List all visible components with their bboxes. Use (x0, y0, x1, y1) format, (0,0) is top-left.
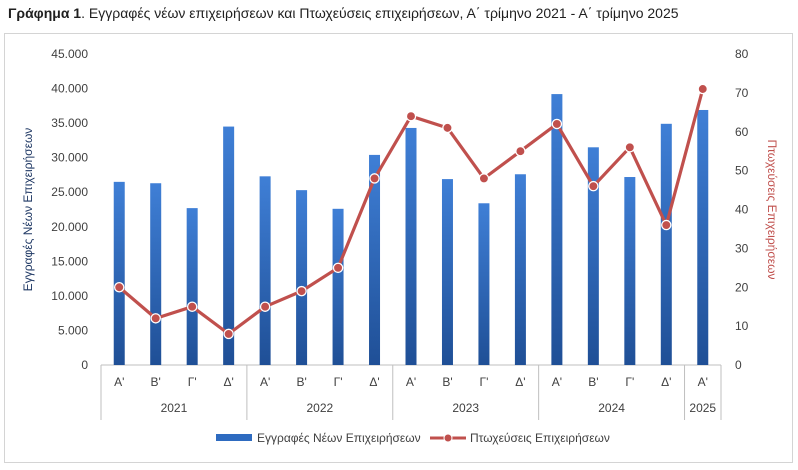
x-tick-label: Γ' (334, 375, 343, 389)
x-tick-label: Α' (114, 375, 124, 389)
y-right-axis-title: Πτωχεύσεις Επιχειρήσεων (765, 140, 779, 280)
figure-title-prefix: Γράφημα 1 (8, 5, 82, 21)
legend-label-bars: Εγγραφές Νέων Επιχειρήσεων (257, 431, 421, 445)
y-right-tick-label: 10 (735, 319, 749, 333)
figure-title: Γράφημα 1. Εγγραφές νέων επιχειρήσεων κα… (8, 5, 679, 21)
bar (514, 174, 526, 365)
bar (441, 179, 453, 365)
x-tick-label: Α' (552, 375, 562, 389)
y-left-axis-title: Εγγραφές Νέων Επιχειρήσεων (21, 128, 35, 292)
y-right-tick-label: 60 (735, 125, 749, 139)
chart-frame (4, 33, 793, 463)
line-point (697, 83, 709, 95)
figure-title-text: . Εγγραφές νέων επιχειρήσεων και Πτωχεύσ… (81, 5, 679, 21)
axes-layer: 0 5.000 10.000 15.000 20.000 25.000 30.000 35.0… (21, 47, 779, 420)
bars-layer (113, 94, 709, 366)
y-right-tick-label: 50 (735, 164, 749, 178)
y-left-tick-label: 10.000 (51, 289, 88, 303)
bar (405, 127, 417, 366)
line-point (223, 328, 234, 340)
x-group-label: 2025 (689, 401, 716, 415)
y-left-tick-label: 5.000 (58, 323, 88, 337)
line-point (113, 281, 125, 293)
bar (296, 190, 308, 365)
line-point (588, 180, 599, 192)
line-point (405, 110, 417, 122)
bar (369, 154, 381, 365)
x-tick-label: Δ' (223, 375, 233, 389)
bar (113, 181, 125, 365)
bar (186, 208, 198, 365)
legend: Εγγραφές Νέων Επιχειρήσεων Πτωχεύσεις Επι… (216, 431, 610, 445)
bar (551, 94, 563, 365)
x-tick-label: Β' (296, 375, 306, 389)
y-right-tick-label: 70 (735, 86, 749, 100)
x-tick-label: Δ' (515, 375, 525, 389)
bar (223, 126, 235, 365)
x-tick-label: Γ' (188, 375, 197, 389)
line-point (296, 285, 307, 297)
x-group-label: 2021 (161, 401, 188, 415)
x-tick-label: Β' (442, 375, 452, 389)
x-tick-label: Β' (151, 375, 161, 389)
x-tick-label: Α' (698, 375, 708, 389)
bar (624, 177, 636, 365)
line-point (186, 301, 198, 312)
line-layer (113, 83, 709, 340)
x-group-label: 2024 (598, 401, 625, 415)
x-tick-label: Α' (406, 375, 416, 389)
y-left-tick-label: 20.000 (51, 220, 88, 234)
line-point (515, 145, 526, 157)
y-right-tick-label: 40 (735, 203, 749, 217)
line-point (442, 122, 453, 134)
x-tick-label: Δ' (661, 375, 671, 389)
y-left-tick-label: 30.000 (51, 151, 88, 165)
x-tick-label: Γ' (479, 375, 488, 389)
bar (150, 183, 162, 365)
y-left-tick-label: 15.000 (51, 254, 88, 268)
legend-swatch-bars (216, 434, 252, 441)
y-right-tick-label: 30 (735, 241, 749, 255)
bar (660, 123, 672, 366)
y-right-tick-label: 80 (735, 47, 749, 61)
y-right-tick-label: 20 (735, 280, 749, 294)
bar (259, 176, 271, 365)
bar (478, 203, 490, 365)
x-group-label: 2022 (306, 401, 333, 415)
y-left-tick-label: 0 (81, 358, 88, 372)
bar (332, 208, 344, 365)
line-point (332, 262, 344, 274)
line-point (551, 118, 563, 130)
line-point (478, 173, 490, 184)
y-left-tick-label: 25.000 (51, 185, 88, 199)
legend-label-line: Πτωχεύσεις Επιχειρήσεων (470, 431, 610, 445)
bar (697, 109, 709, 365)
bar (587, 147, 599, 365)
line-point (259, 301, 271, 312)
y-left-tick-label: 40.000 (51, 82, 88, 96)
line-point (369, 173, 380, 184)
line-point (624, 142, 636, 153)
legend-swatch-marker (443, 433, 453, 443)
line-point (661, 219, 672, 231)
x-tick-label: Β' (588, 375, 598, 389)
x-tick-label: Γ' (625, 375, 634, 389)
x-group-label: 2023 (452, 401, 479, 415)
y-left-tick-label: 45.000 (51, 47, 88, 61)
x-tick-label: Δ' (369, 375, 379, 389)
y-right-tick-label: 0 (735, 358, 742, 372)
line-point (150, 313, 161, 324)
x-tick-label: Α' (260, 375, 270, 389)
y-left-tick-label: 35.000 (51, 116, 88, 130)
